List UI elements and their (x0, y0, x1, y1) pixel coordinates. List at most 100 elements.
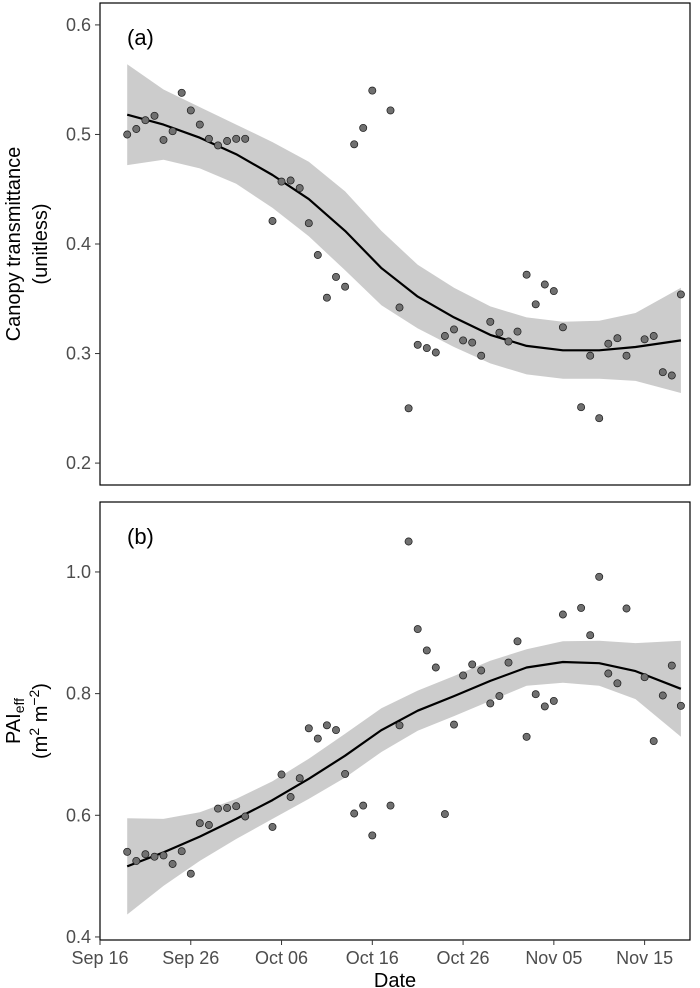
data-point (577, 603, 586, 612)
panel-a-y-axis-title-line2: (unitless) (30, 203, 52, 284)
y-tick-label: 0.5 (66, 124, 91, 144)
x-axis-title: Date (374, 970, 416, 988)
data-point (177, 847, 186, 856)
data-point (649, 737, 658, 746)
data-point (313, 734, 322, 743)
data-point (277, 770, 286, 779)
data-point (277, 177, 286, 186)
data-point (195, 819, 204, 828)
unit-sup-1: 2 (26, 728, 42, 736)
x-tick-label: Sep 26 (162, 948, 219, 968)
data-point (268, 822, 277, 831)
x-tick-label: Sep 16 (71, 948, 128, 968)
unit-sup-2: −2 (26, 689, 42, 705)
data-point (223, 804, 232, 812)
data-point (531, 300, 540, 309)
data-point (341, 769, 350, 778)
data-point (604, 339, 613, 348)
data-point (395, 303, 404, 312)
data-point (504, 337, 513, 346)
data-point (159, 135, 168, 144)
data-point (676, 290, 685, 299)
panel-b-y-axis-title-line2: (m2 m−2) (26, 683, 52, 759)
panel-b: 0.4 0.6 0.8 1.0 Sep 16 Sep 26 Oct 06 Oct 16 Oct… (3, 501, 691, 988)
data-point (368, 831, 377, 840)
data-point (186, 106, 195, 115)
y-tick-label: 0.4 (66, 927, 91, 947)
data-point (513, 327, 522, 336)
y-tick-label: 0.6 (66, 15, 91, 35)
data-point (386, 106, 395, 115)
data-point (177, 88, 186, 97)
data-point (132, 125, 141, 133)
panel-a-y-axis-title-line1: Canopy transmittance (3, 147, 25, 342)
data-point (286, 793, 295, 801)
data-point (658, 368, 667, 377)
data-point (386, 801, 395, 810)
data-point (522, 270, 531, 279)
panel-b-y-axis-title-line1: PAIeff (3, 698, 27, 744)
data-point (204, 821, 213, 829)
panel-b-y-axis: 0.4 0.6 0.8 1.0 (66, 562, 100, 947)
data-point (404, 537, 413, 546)
data-point (322, 721, 331, 730)
data-point (350, 140, 359, 149)
data-point (468, 660, 477, 669)
panel-a-label: (a) (127, 25, 154, 50)
pai-text: PAI (3, 713, 25, 744)
panel-b-points (123, 537, 685, 878)
data-point (159, 851, 168, 860)
data-point (613, 334, 622, 343)
data-point (459, 671, 468, 680)
x-tick-label: Nov 15 (616, 948, 673, 968)
panel-b-fit-layer (126, 660, 682, 868)
data-point (613, 679, 622, 688)
data-point (195, 120, 204, 129)
data-point (268, 217, 277, 225)
y-tick-label: 0.3 (66, 344, 91, 364)
data-point (341, 282, 350, 291)
unit-mid: m (30, 706, 52, 728)
data-point (214, 804, 222, 813)
data-point (640, 335, 649, 344)
data-point (595, 572, 604, 581)
data-point (504, 658, 513, 667)
data-point (586, 351, 595, 360)
data-point (440, 332, 449, 340)
data-point (450, 325, 458, 334)
unit-open: (m (30, 736, 52, 759)
data-point (577, 403, 586, 412)
data-point (304, 219, 313, 228)
data-point (168, 127, 177, 136)
data-point (150, 111, 159, 120)
x-tick-label: Oct 16 (346, 948, 399, 968)
data-point (332, 726, 340, 735)
data-point (295, 184, 304, 193)
data-point (649, 332, 658, 340)
panel-a-points (123, 86, 685, 423)
data-point (558, 323, 567, 332)
data-point (322, 293, 331, 302)
data-point (495, 328, 504, 337)
data-point (540, 702, 549, 711)
x-tick-label: Nov 05 (525, 948, 582, 968)
data-point (168, 860, 177, 868)
data-point (359, 801, 368, 810)
data-point (313, 251, 322, 259)
y-tick-label: 0.4 (66, 234, 91, 254)
data-point (549, 696, 558, 705)
data-point (368, 86, 377, 95)
data-point (350, 809, 359, 818)
data-point (477, 351, 486, 360)
panel-b-label: (b) (127, 524, 154, 549)
x-tick-label: Oct 06 (255, 948, 308, 968)
data-point (486, 699, 495, 708)
panel-a-y-axis: 0.2 0.3 0.4 0.5 0.6 (66, 15, 100, 473)
data-point (477, 666, 486, 675)
data-point (486, 317, 495, 326)
data-point (440, 810, 449, 819)
data-point (141, 850, 150, 859)
data-point (304, 724, 313, 733)
data-point (204, 134, 213, 143)
data-point (540, 280, 549, 289)
